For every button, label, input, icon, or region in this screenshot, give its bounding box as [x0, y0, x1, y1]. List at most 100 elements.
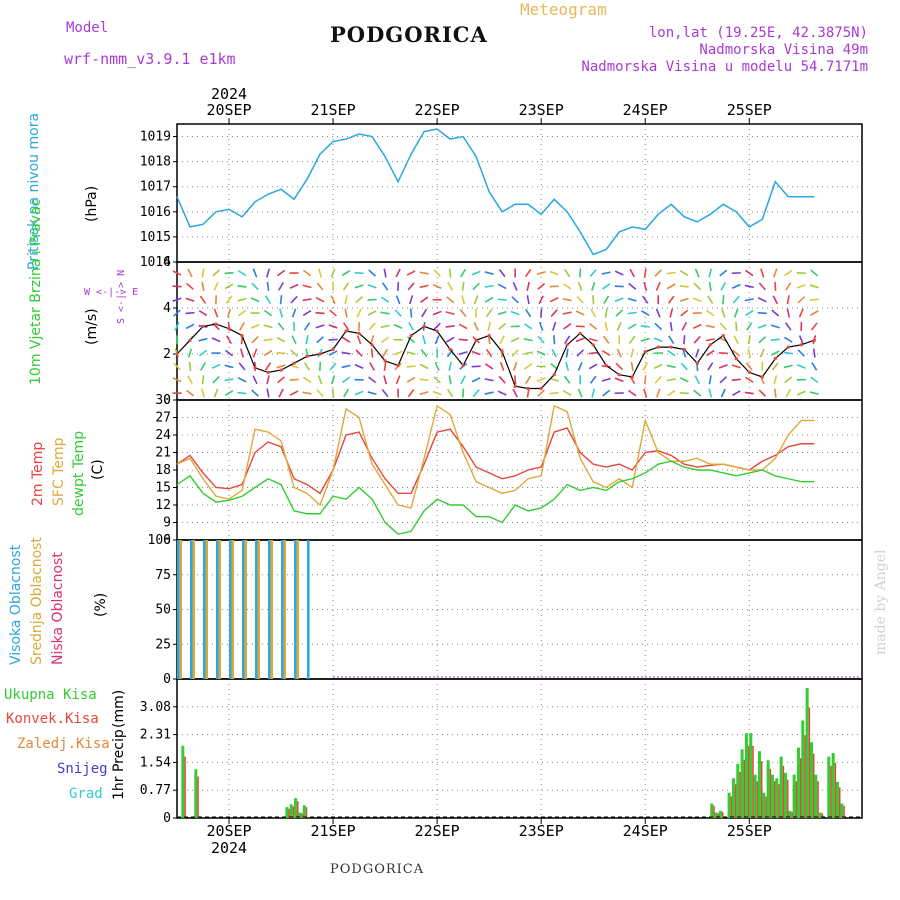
wind-arrow	[497, 283, 507, 290]
wind-speed-point	[474, 338, 478, 342]
wind-arrow	[487, 321, 491, 331]
precip-conv-bar	[808, 707, 811, 818]
wind-arrow	[525, 375, 532, 385]
legend-rain-conv: Konvek.Kisa	[6, 711, 99, 727]
high-cloud-bar	[177, 540, 180, 679]
wind-arrow	[395, 268, 401, 278]
wind-arrow	[266, 268, 271, 278]
wind-arrow	[771, 309, 780, 317]
y-tick-label: 1014	[140, 255, 171, 270]
wind-arrow	[186, 282, 194, 290]
wind-arrow	[747, 348, 752, 358]
wind-arrow	[185, 297, 195, 302]
wind-arrow	[720, 282, 727, 291]
wind-speed-point	[708, 343, 712, 347]
wind-arrow	[576, 349, 584, 357]
wind-arrow	[705, 324, 715, 329]
wind-arrow	[237, 376, 247, 383]
wind-arrow	[225, 295, 233, 304]
precip-conv-bar	[782, 765, 785, 818]
legend-rain-frozen: Zaledj.Kisa	[17, 736, 110, 752]
wind-arrow	[579, 268, 582, 278]
wind-arrow	[289, 364, 299, 369]
precip-conv-bar	[730, 796, 733, 818]
wind-arrow	[497, 390, 507, 396]
wind-arrow	[355, 349, 363, 357]
precip-bar	[801, 720, 805, 818]
precip-bar	[770, 774, 774, 818]
wind-arrow	[331, 388, 335, 398]
wind-arrow	[305, 335, 309, 345]
wind-arrow	[774, 281, 777, 291]
wind-arrow	[601, 350, 611, 357]
wind-arrow	[538, 321, 544, 331]
wind-arrow	[250, 297, 260, 303]
wind-arrow	[341, 269, 351, 277]
wind-arrow	[356, 308, 362, 318]
wind-arrow	[279, 308, 284, 318]
wind-arrow	[679, 297, 689, 302]
wind-arrow	[695, 348, 700, 358]
wind-arrow	[654, 322, 663, 331]
wind-arrow	[434, 335, 440, 345]
wind-speed-point	[279, 368, 283, 372]
wind-arrow	[640, 337, 650, 342]
wind-arrow	[224, 390, 234, 397]
wind-arrow	[344, 295, 348, 305]
altitude-label: Nadmorska Visina 49m	[699, 42, 868, 58]
precip-bar	[740, 749, 744, 818]
wind-arrow	[577, 388, 583, 398]
wind-arrow	[380, 311, 390, 315]
wind-arrow	[330, 268, 336, 278]
wind-arrow	[266, 281, 270, 291]
y-tick-label: 75	[155, 568, 171, 583]
wind-arrow	[252, 375, 258, 385]
wind-arrow	[694, 375, 701, 385]
wind-arrow	[786, 295, 790, 305]
wind-arrow	[733, 335, 740, 345]
wind-arrow	[289, 283, 299, 289]
y-tick-label: 24	[155, 428, 171, 443]
wind-arrow	[355, 296, 364, 304]
wind-arrow	[604, 308, 608, 318]
wind-arrow	[213, 308, 219, 318]
wind-arrow	[797, 349, 806, 357]
wind-arrow	[732, 295, 740, 304]
wind-speed-point	[305, 354, 309, 358]
precip-conv-bar	[717, 813, 720, 818]
wind-arrow	[746, 322, 753, 331]
wind-speed-point	[487, 334, 491, 338]
wind-arrow	[185, 311, 195, 315]
wind-arrow	[433, 269, 441, 277]
wind-arrow	[263, 309, 273, 317]
wind-arrow	[471, 350, 481, 356]
wind-arrow	[757, 297, 767, 303]
precip-bar	[710, 803, 714, 818]
y-tick-label: 3.08	[140, 700, 171, 715]
precip-conv-bar	[713, 805, 715, 818]
wind-arrow	[809, 284, 819, 289]
temp2m-line	[176, 427, 815, 495]
wind-arrow	[734, 308, 739, 318]
y-tick-label: 0.77	[140, 783, 171, 798]
day-label-bottom: 20SEP	[206, 822, 251, 840]
wind-speed-point	[331, 347, 335, 351]
wind-arrow	[224, 364, 234, 369]
precip-bar	[718, 810, 722, 818]
wind-arrow	[575, 337, 585, 343]
wind-arrow	[289, 390, 299, 396]
wind-arrow	[718, 364, 728, 369]
precip-bar	[302, 805, 306, 818]
model-altitude-label: Nadmorska Visina u modelu 54.7171m	[581, 59, 868, 75]
wind-arrow	[419, 271, 429, 275]
wind-arrow	[644, 375, 647, 385]
day-label-bottom: 22SEP	[415, 822, 460, 840]
wind-arrow	[471, 270, 481, 276]
wind-arrow	[536, 377, 546, 383]
wind-arrow	[630, 361, 634, 371]
wind-arrow	[810, 269, 819, 277]
high-cloud-bar	[307, 540, 310, 679]
y-tick-label: 0	[163, 672, 171, 687]
wind-arrow	[744, 298, 754, 302]
